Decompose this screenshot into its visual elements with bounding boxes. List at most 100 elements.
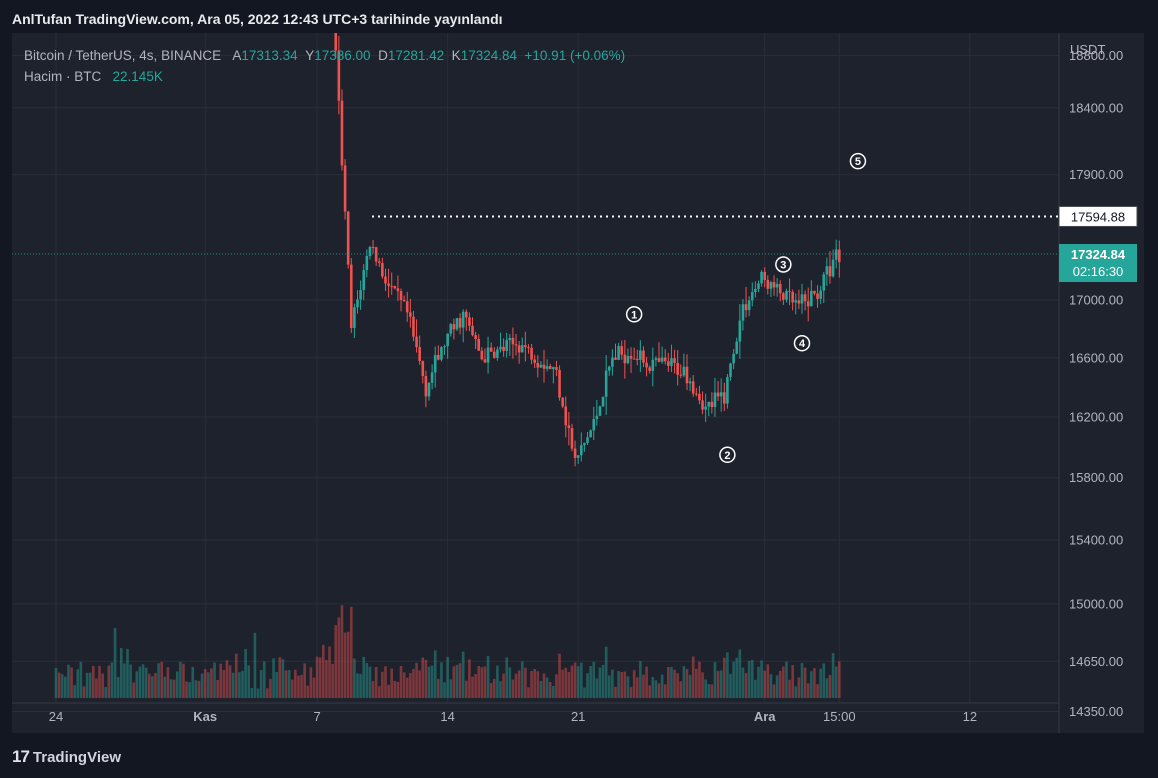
volume-bar [558, 653, 561, 698]
candle-body [542, 364, 546, 369]
volume-bar [402, 672, 406, 698]
candle-body [704, 406, 707, 410]
time-tick-label: 14 [440, 709, 454, 724]
volume-bar [483, 666, 487, 698]
volume-bar [778, 670, 782, 698]
chart-legend: Bitcoin / TetherUS, 4s, BINANCE A17313.3… [24, 45, 625, 87]
volume-bar [642, 674, 645, 698]
time-tick-label: 7 [313, 709, 320, 724]
volume-bar [284, 670, 288, 698]
price-tick-label: 15400.00 [1069, 533, 1123, 548]
volume-bar [60, 674, 64, 698]
candle-body [346, 211, 350, 265]
volume-bar [144, 667, 148, 698]
volume-bar [819, 668, 822, 698]
volume-bar [290, 679, 294, 698]
candle-body [667, 361, 670, 366]
volume-bar [536, 671, 540, 698]
candle-body [623, 354, 627, 364]
volume-bar [782, 666, 785, 698]
candle-body [794, 300, 798, 303]
candle-body [393, 286, 397, 289]
symbol-title[interactable]: Bitcoin / TetherUS, 4s, BINANCE [24, 48, 222, 63]
candle-body [334, 33, 338, 51]
candle-body [828, 266, 832, 277]
candle-body [838, 249, 841, 263]
candle-body [688, 381, 692, 384]
volume-bar [561, 669, 564, 698]
volume-bar [160, 661, 163, 698]
last-price-badge [1059, 244, 1137, 283]
volume-bar [760, 660, 763, 698]
volume-bar [530, 671, 533, 698]
chart-frame[interactable]: 17594.8817324.8402:16:30USDT19600.001880… [12, 33, 1144, 733]
candle-body [778, 283, 782, 294]
volume-bar [822, 663, 826, 698]
volume-bar [744, 673, 748, 698]
volume-bar [123, 663, 126, 698]
volume-bar [663, 684, 667, 698]
volume-bar [141, 664, 145, 698]
volume-bar [272, 658, 275, 698]
candle-body [412, 316, 415, 337]
candle-body [517, 345, 521, 353]
candle-body [486, 347, 490, 363]
volume-bar [126, 648, 129, 698]
candle-body [390, 285, 393, 287]
volume-bar [185, 681, 188, 698]
volume-bar [465, 680, 468, 698]
volume-bar [757, 666, 760, 698]
volume-bar [101, 673, 104, 698]
volume-bar [340, 605, 344, 698]
volume-bar [502, 673, 505, 698]
candle-body [635, 358, 639, 360]
volume-bar [524, 667, 527, 698]
volume-bar [679, 681, 683, 698]
volume-bar [520, 661, 524, 698]
candle-body [698, 393, 701, 401]
bar-countdown-label: 02:16:30 [1073, 264, 1124, 279]
volume-bar [719, 670, 723, 698]
candle-body [580, 445, 583, 456]
volume-bar [92, 665, 95, 698]
candle-body [660, 357, 664, 362]
low-label: D [378, 48, 388, 63]
volume-bar [399, 665, 403, 698]
volume-bar [138, 666, 142, 698]
candle-body [353, 307, 356, 328]
volume-label[interactable]: Hacim · BTC [24, 69, 102, 84]
candle-body [825, 266, 829, 275]
candle-body [505, 340, 509, 351]
footer-brand[interactable]: 17 TradingView [12, 746, 121, 768]
volume-bar [533, 668, 536, 698]
volume-bar [654, 680, 658, 698]
chart-svg[interactable]: 17594.8817324.8402:16:30USDT19600.001880… [12, 33, 1144, 733]
candle-body [810, 290, 813, 307]
candle-body [387, 283, 390, 286]
volume-bar [250, 688, 254, 698]
volume-bar [359, 673, 362, 698]
volume-bar [443, 682, 446, 698]
volume-bar [70, 667, 73, 698]
volume-bar [381, 671, 384, 698]
candle-body [474, 335, 477, 340]
candle-body [611, 357, 614, 367]
candle-body [409, 312, 412, 317]
volume-bar [825, 678, 829, 698]
volume-bar [775, 675, 779, 698]
volume-bar [698, 661, 701, 698]
ohlc-row: Bitcoin / TetherUS, 4s, BINANCE A17313.3… [24, 45, 625, 66]
volume-bar [356, 673, 359, 698]
candle-body [707, 401, 711, 407]
volume-bar [228, 665, 232, 698]
candle-body [695, 393, 698, 395]
volume-bar [437, 678, 440, 698]
candle-body [415, 336, 418, 348]
candle-body [710, 401, 714, 408]
candle-body [340, 100, 344, 166]
volume-bar [147, 673, 151, 698]
volume-bar [446, 656, 449, 698]
volume-bar [750, 659, 754, 698]
candle-body [806, 301, 810, 307]
candle-body [527, 347, 530, 349]
